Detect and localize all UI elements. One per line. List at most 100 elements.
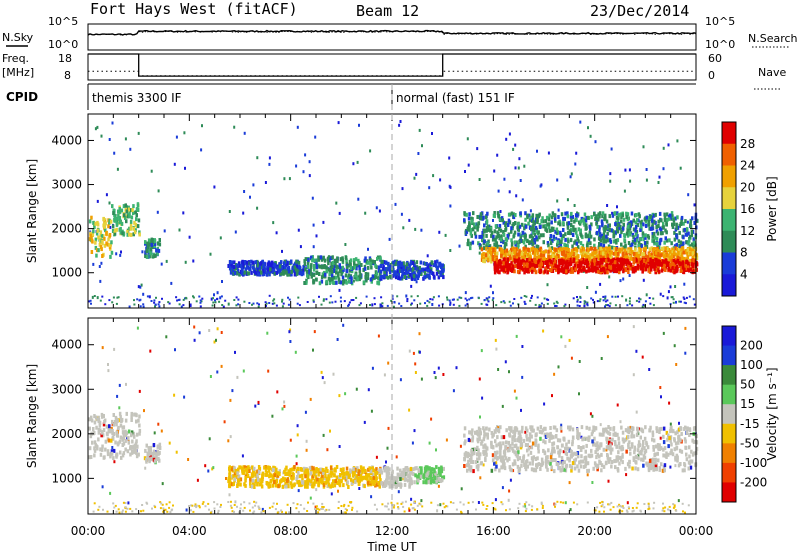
- velocity-noise-cell: [211, 467, 214, 471]
- power-echo-cell: [315, 265, 319, 269]
- power-echo-cell: [601, 211, 605, 216]
- power-echo-cell: [135, 207, 139, 212]
- power-near-range-cell: [154, 305, 156, 308]
- power-echo-cell: [485, 256, 488, 261]
- velocity-noise-cell: [198, 331, 201, 335]
- power-echo-cell: [362, 268, 365, 272]
- power-echo-cell: [600, 264, 604, 269]
- power-echo-cell: [134, 210, 137, 215]
- velocity-near-range-cell: [349, 501, 351, 504]
- power-echo-cell: [542, 260, 545, 265]
- power-near-range-cell: [524, 303, 527, 305]
- power-near-range-cell: [692, 298, 695, 301]
- power-noise-cell: [467, 163, 470, 167]
- power-echo-cell: [478, 234, 481, 239]
- power-near-range-cell: [639, 298, 642, 301]
- power-near-range-cell: [272, 299, 275, 302]
- power-echo-cell: [480, 234, 483, 239]
- velocity-noise-cell: [551, 394, 553, 398]
- power-echo-cell: [655, 258, 658, 262]
- power-echo-cell: [520, 251, 524, 256]
- velocity-noise-cell: [557, 365, 560, 369]
- velocity-near-range-cell: [618, 508, 621, 511]
- power-echo-cell: [519, 267, 522, 272]
- power-noise-cell: [439, 178, 442, 182]
- power-near-range-cell: [252, 302, 255, 305]
- power-echo-cell: [672, 222, 676, 227]
- power-echo-cell: [566, 244, 569, 249]
- velocity-noise-cell: [136, 326, 139, 330]
- power-echo-cell: [575, 230, 578, 235]
- velocity-echo-cell: [93, 440, 97, 445]
- power-echo-cell: [500, 247, 503, 252]
- power-noise-cell: [281, 249, 283, 253]
- power-echo-cell: [616, 257, 619, 262]
- velocity-near-range-cell: [586, 501, 589, 504]
- power-near-range-cell: [604, 300, 607, 303]
- power-echo-cell: [669, 262, 672, 267]
- velocity-noise-cell: [101, 346, 104, 350]
- power-echo-cell: [654, 254, 658, 259]
- power-echo-cell: [502, 230, 505, 234]
- noise-right-tick-bottom: 10^0: [705, 38, 735, 51]
- power-echo-cell: [639, 228, 642, 232]
- power-echo-cell: [149, 251, 153, 256]
- power-echo-cell: [663, 217, 667, 222]
- power-echo-cell: [307, 264, 310, 269]
- power-echo-cell: [504, 237, 508, 242]
- power-echo-cell: [634, 220, 637, 225]
- power-echo-cell: [603, 217, 606, 222]
- power-echo-cell: [608, 227, 611, 232]
- power-echo-cell: [534, 260, 538, 264]
- power-echo-cell: [636, 263, 640, 268]
- power-noise-cell: [624, 168, 627, 172]
- power-echo-cell: [354, 257, 358, 262]
- power-echo-cell: [520, 222, 524, 227]
- power-echo-cell: [553, 259, 557, 264]
- velocity-echo-cell: [130, 414, 133, 419]
- power-near-range-cell: [392, 305, 395, 308]
- velocity-near-range-cell: [390, 501, 393, 504]
- velocity-noise-cell: [586, 473, 589, 477]
- power-noise-cell: [311, 196, 314, 200]
- power-echo-cell: [605, 219, 609, 224]
- velocity-noise-cell: [607, 479, 610, 483]
- power-echo-cell: [627, 241, 631, 245]
- power-echo-cell: [683, 256, 686, 261]
- power-echo-cell: [665, 212, 669, 217]
- velocity-noise-cell: [504, 360, 507, 364]
- velocity-echo-cell: [335, 465, 339, 469]
- power-echo-cell: [622, 245, 626, 250]
- power-near-range-cell: [487, 300, 490, 303]
- power-echo-cell: [336, 259, 339, 264]
- power-echo-cell: [552, 226, 555, 231]
- power-echo-cell: [535, 213, 538, 218]
- power-echo-cell: [689, 218, 693, 223]
- velocity-near-range-cell: [230, 506, 233, 509]
- velocity-near-range-cell: [603, 506, 606, 509]
- power-echo-cell: [611, 267, 614, 272]
- power-echo-cell: [573, 250, 577, 255]
- velocity-noise-cell: [385, 460, 387, 464]
- power-echo-cell: [291, 266, 295, 271]
- power-echo-cell: [354, 263, 358, 268]
- power-echo-cell: [122, 213, 126, 218]
- power-echo-cell: [441, 263, 444, 268]
- velocity-echo-cell: [131, 439, 134, 444]
- power-echo-cell: [526, 252, 530, 257]
- power-noise-cell: [338, 211, 341, 215]
- power-colorbar-tick: 28: [740, 137, 755, 151]
- power-echo-cell: [354, 273, 357, 278]
- power-echo-cell: [596, 217, 600, 222]
- power-echo-cell: [344, 255, 348, 260]
- power-echo-cell: [502, 220, 505, 225]
- power-echo-cell: [576, 258, 580, 263]
- power-echo-cell: [595, 221, 598, 226]
- power-echo-cell: [627, 247, 630, 252]
- power-noise-cell: [683, 282, 686, 286]
- power-near-range-cell: [428, 301, 431, 304]
- velocity-near-range-cell: [106, 510, 109, 513]
- power-echo-cell: [575, 248, 579, 253]
- power-colorbar-swatch: [722, 143, 736, 166]
- power-noise-cell: [508, 190, 511, 194]
